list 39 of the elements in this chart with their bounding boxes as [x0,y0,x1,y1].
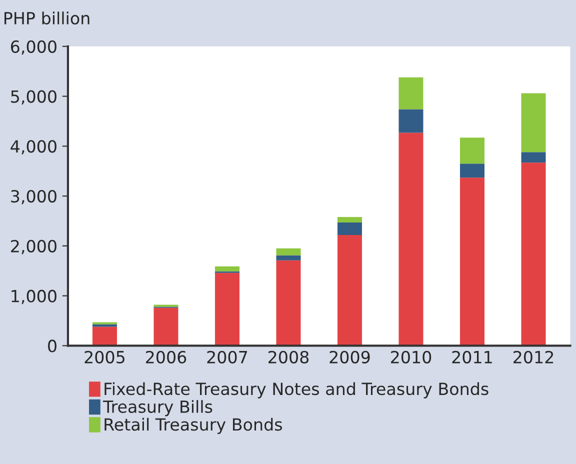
bar [276,248,301,256]
y-tick-label: 4,000 [10,140,56,154]
bar [276,255,301,260]
x-tick-label: 2005 [84,350,124,364]
bar [521,93,546,152]
bar [398,109,424,133]
x-tick-label: 2012 [514,350,554,364]
y-axis-title: PHP billion [4,12,90,24]
x-tick-label: 2010 [390,350,432,364]
bar [337,234,362,346]
x-tick-label: 2011 [452,350,492,364]
bar [214,272,240,346]
legend-label: Fixed-Rate Treasury Notes and Treasury Bonds [104,382,488,398]
y-tick-label: 2,000 [11,240,56,254]
bar [460,164,484,178]
bar [398,132,424,346]
bar [92,326,117,346]
x-tick-label: 2006 [146,350,186,364]
bar [521,162,546,346]
bar [214,266,240,272]
bar [460,138,484,164]
y-tick-label: 3,000 [11,190,56,204]
x-tick-label: 2009 [330,350,370,364]
legend-label: Treasury Bills [102,400,212,416]
bar [276,260,301,346]
bar [398,77,424,110]
bar [337,222,362,235]
bar [460,178,484,346]
x-tick-label: 2008 [268,350,309,364]
x-tick-label: 2007 [207,350,248,364]
bar [337,216,362,222]
bar [92,324,117,327]
y-tick-label: 1,000 [12,290,56,304]
legend-label: Retail Treasury Bonds [104,418,282,434]
y-tick-label: 0 [48,340,56,352]
y-tick-label: 6,000 [11,40,56,55]
bar [521,152,546,163]
y-tick-label: 5,000 [11,90,56,105]
bar [154,308,178,346]
